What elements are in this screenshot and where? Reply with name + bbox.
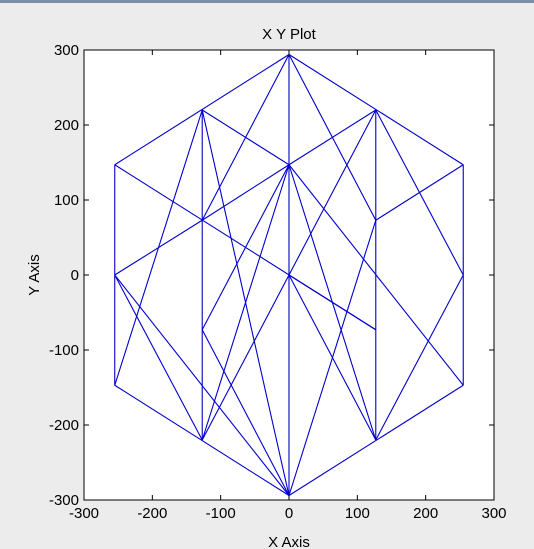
y-tick-label: 100 xyxy=(54,192,79,209)
plot-line-segment xyxy=(201,54,290,221)
plot-line-segment xyxy=(288,220,377,496)
plot-line-segment xyxy=(201,329,290,496)
plot-line-segment xyxy=(288,54,377,221)
plot-line-segment xyxy=(114,274,290,496)
y-tick-label: 300 xyxy=(54,42,79,59)
x-tick-label: 0 xyxy=(285,505,293,522)
y-tick-label: -200 xyxy=(49,417,79,434)
x-axis-label: X Axis xyxy=(268,534,310,549)
y-tick-label: 0 xyxy=(71,267,79,284)
y-axis-label: Y Axis xyxy=(26,254,43,295)
plot-line-segment xyxy=(288,164,464,386)
plot-line-segment xyxy=(201,164,290,331)
plot-line-segment xyxy=(114,109,203,386)
y-tick-label: -100 xyxy=(49,342,79,359)
plot-line-segment xyxy=(114,274,203,441)
plot-line-segment xyxy=(375,109,464,276)
plot-line-segment xyxy=(375,274,464,441)
plot-lines xyxy=(114,54,464,496)
x-tick-label: 100 xyxy=(345,505,370,522)
plot-line-segment xyxy=(201,109,290,496)
plot-line-segment xyxy=(201,164,290,221)
plot-line-segment xyxy=(114,54,290,166)
x-tick-label: 300 xyxy=(481,505,506,522)
plot-line-segment xyxy=(288,164,377,441)
x-tick-label: 200 xyxy=(413,505,438,522)
axis-ticks: -300 -200 -100 0 100 200 300 -300 -200 -100 0 100 20… xyxy=(49,42,507,522)
x-tick-label: -300 xyxy=(69,505,99,522)
x-tick-label: -200 xyxy=(137,505,167,522)
y-tick-label: 200 xyxy=(54,117,79,134)
x-tick-label: -100 xyxy=(206,505,236,522)
plot-line-segment xyxy=(288,384,464,496)
plot-line-segment xyxy=(288,54,464,166)
plot-line-segment xyxy=(114,384,290,496)
window-top-border xyxy=(0,0,534,3)
chart-title: X Y Plot xyxy=(262,26,316,43)
y-tick-label: -300 xyxy=(49,492,79,509)
